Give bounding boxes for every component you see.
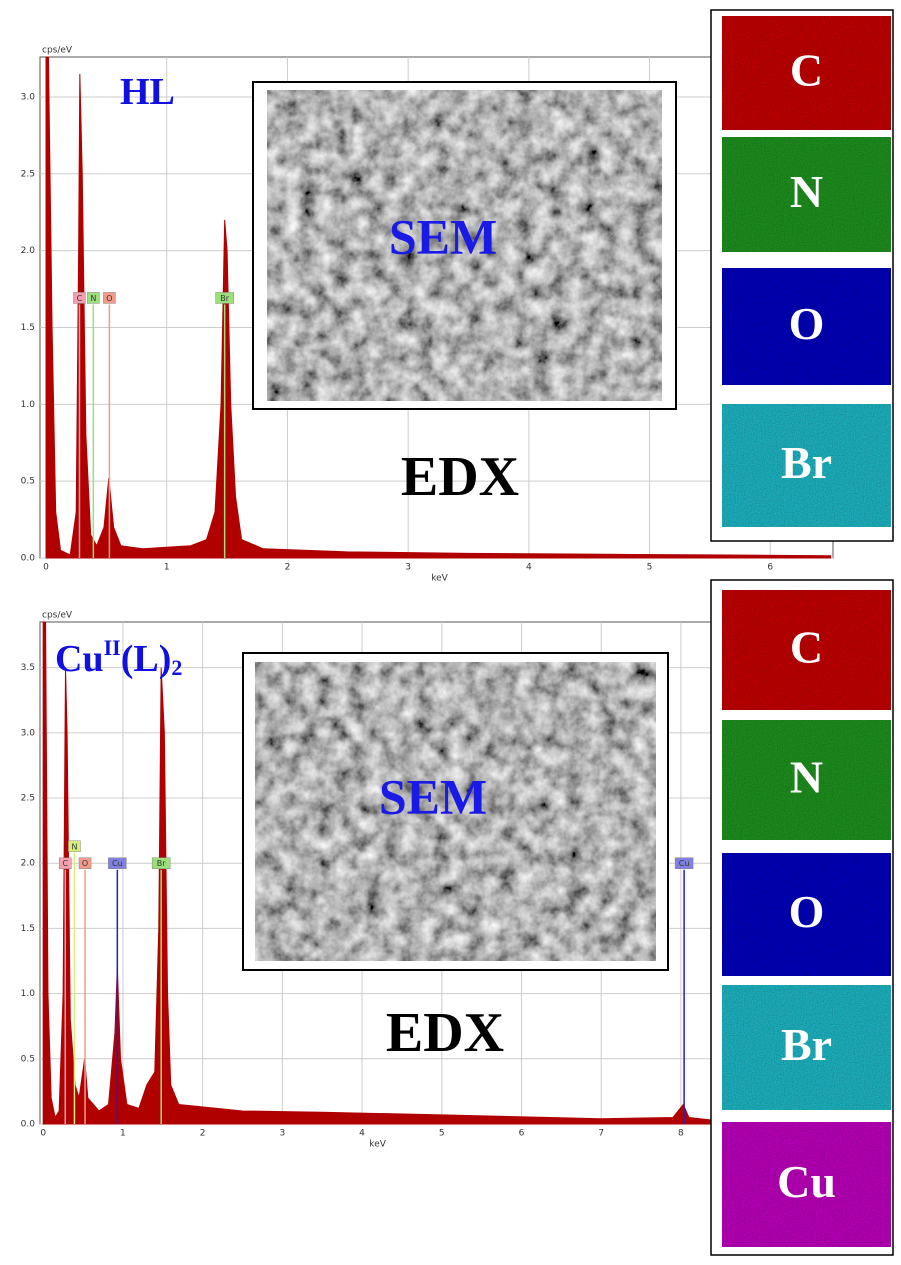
- y-tick-label: 1.0: [21, 989, 36, 999]
- title-part: (L): [121, 638, 172, 680]
- x-tick-label: 7: [598, 1129, 604, 1139]
- element-label: Br: [157, 859, 166, 868]
- x-tick-label: 1: [120, 1129, 126, 1139]
- title-part: II: [104, 635, 121, 660]
- x-tick-label: 6: [519, 1129, 525, 1139]
- x-tick-label: 8: [678, 1129, 684, 1139]
- y-tick-label: 3.5: [21, 663, 35, 673]
- element-label: Cu: [112, 859, 123, 868]
- x-tick-label: 6: [767, 563, 773, 573]
- x-tick-label: 4: [359, 1129, 365, 1139]
- x-axis-label: keV: [369, 1140, 386, 1150]
- map-element: C: [790, 622, 823, 673]
- x-tick-label: 3: [405, 563, 411, 573]
- title-part: 2: [171, 655, 182, 680]
- y-tick-label: 2.0: [21, 246, 36, 256]
- y-tick-label: 1.0: [21, 400, 36, 410]
- element-label: Cu: [679, 859, 690, 868]
- y-tick-label: 1.5: [21, 924, 35, 934]
- element-label: N: [90, 294, 96, 303]
- title-part: HL: [120, 71, 175, 113]
- y-tick-label: 3.0: [21, 728, 36, 738]
- y-axis-label: cps/eV: [42, 611, 73, 621]
- edx-label: EDX: [386, 1002, 504, 1064]
- map-element: C: [790, 45, 823, 96]
- x-tick-label: 1: [164, 563, 170, 573]
- x-tick-label: 4: [526, 563, 532, 573]
- y-tick-label: 1.5: [21, 323, 35, 333]
- chart-title: HL: [120, 71, 175, 113]
- title-part: Cu: [55, 638, 104, 680]
- map-element: O: [789, 298, 825, 349]
- y-tick-label: 0.5: [21, 477, 35, 487]
- x-tick-label: 5: [439, 1129, 445, 1139]
- y-tick-label: 0.0: [21, 1120, 36, 1130]
- y-tick-label: 2.0: [21, 859, 36, 869]
- y-tick-label: 3.0: [21, 92, 36, 102]
- map-element: Br: [781, 437, 832, 488]
- x-tick-label: 0: [43, 563, 49, 573]
- sem-label: SEM: [389, 208, 497, 264]
- y-tick-label: 0.0: [21, 554, 36, 564]
- sem-label: SEM: [379, 768, 487, 824]
- element-label: C: [77, 294, 83, 303]
- y-axis-label: cps/eV: [42, 46, 73, 56]
- map-element: Cu: [777, 1156, 836, 1207]
- element-label: Br: [220, 294, 229, 303]
- x-axis-label: keV: [431, 574, 448, 584]
- element-label: N: [71, 842, 77, 851]
- edx-label: EDX: [401, 446, 519, 508]
- figure: 0.00.51.01.52.02.53.00123456keVcps/eVCNO…: [0, 0, 901, 1261]
- map-element: Br: [781, 1019, 832, 1070]
- x-tick-label: 5: [647, 563, 653, 573]
- x-tick-label: 0: [40, 1129, 46, 1139]
- y-tick-label: 2.5: [21, 169, 35, 179]
- map-element: O: [789, 886, 825, 937]
- element-label: O: [106, 294, 112, 303]
- map-element: N: [790, 166, 823, 217]
- x-tick-label: 2: [200, 1129, 206, 1139]
- map-element: N: [790, 752, 823, 803]
- x-tick-label: 2: [285, 563, 291, 573]
- y-tick-label: 0.5: [21, 1054, 35, 1064]
- x-tick-label: 3: [279, 1129, 285, 1139]
- y-tick-label: 2.5: [21, 794, 35, 804]
- element-label: O: [82, 859, 88, 868]
- element-label: C: [62, 859, 68, 868]
